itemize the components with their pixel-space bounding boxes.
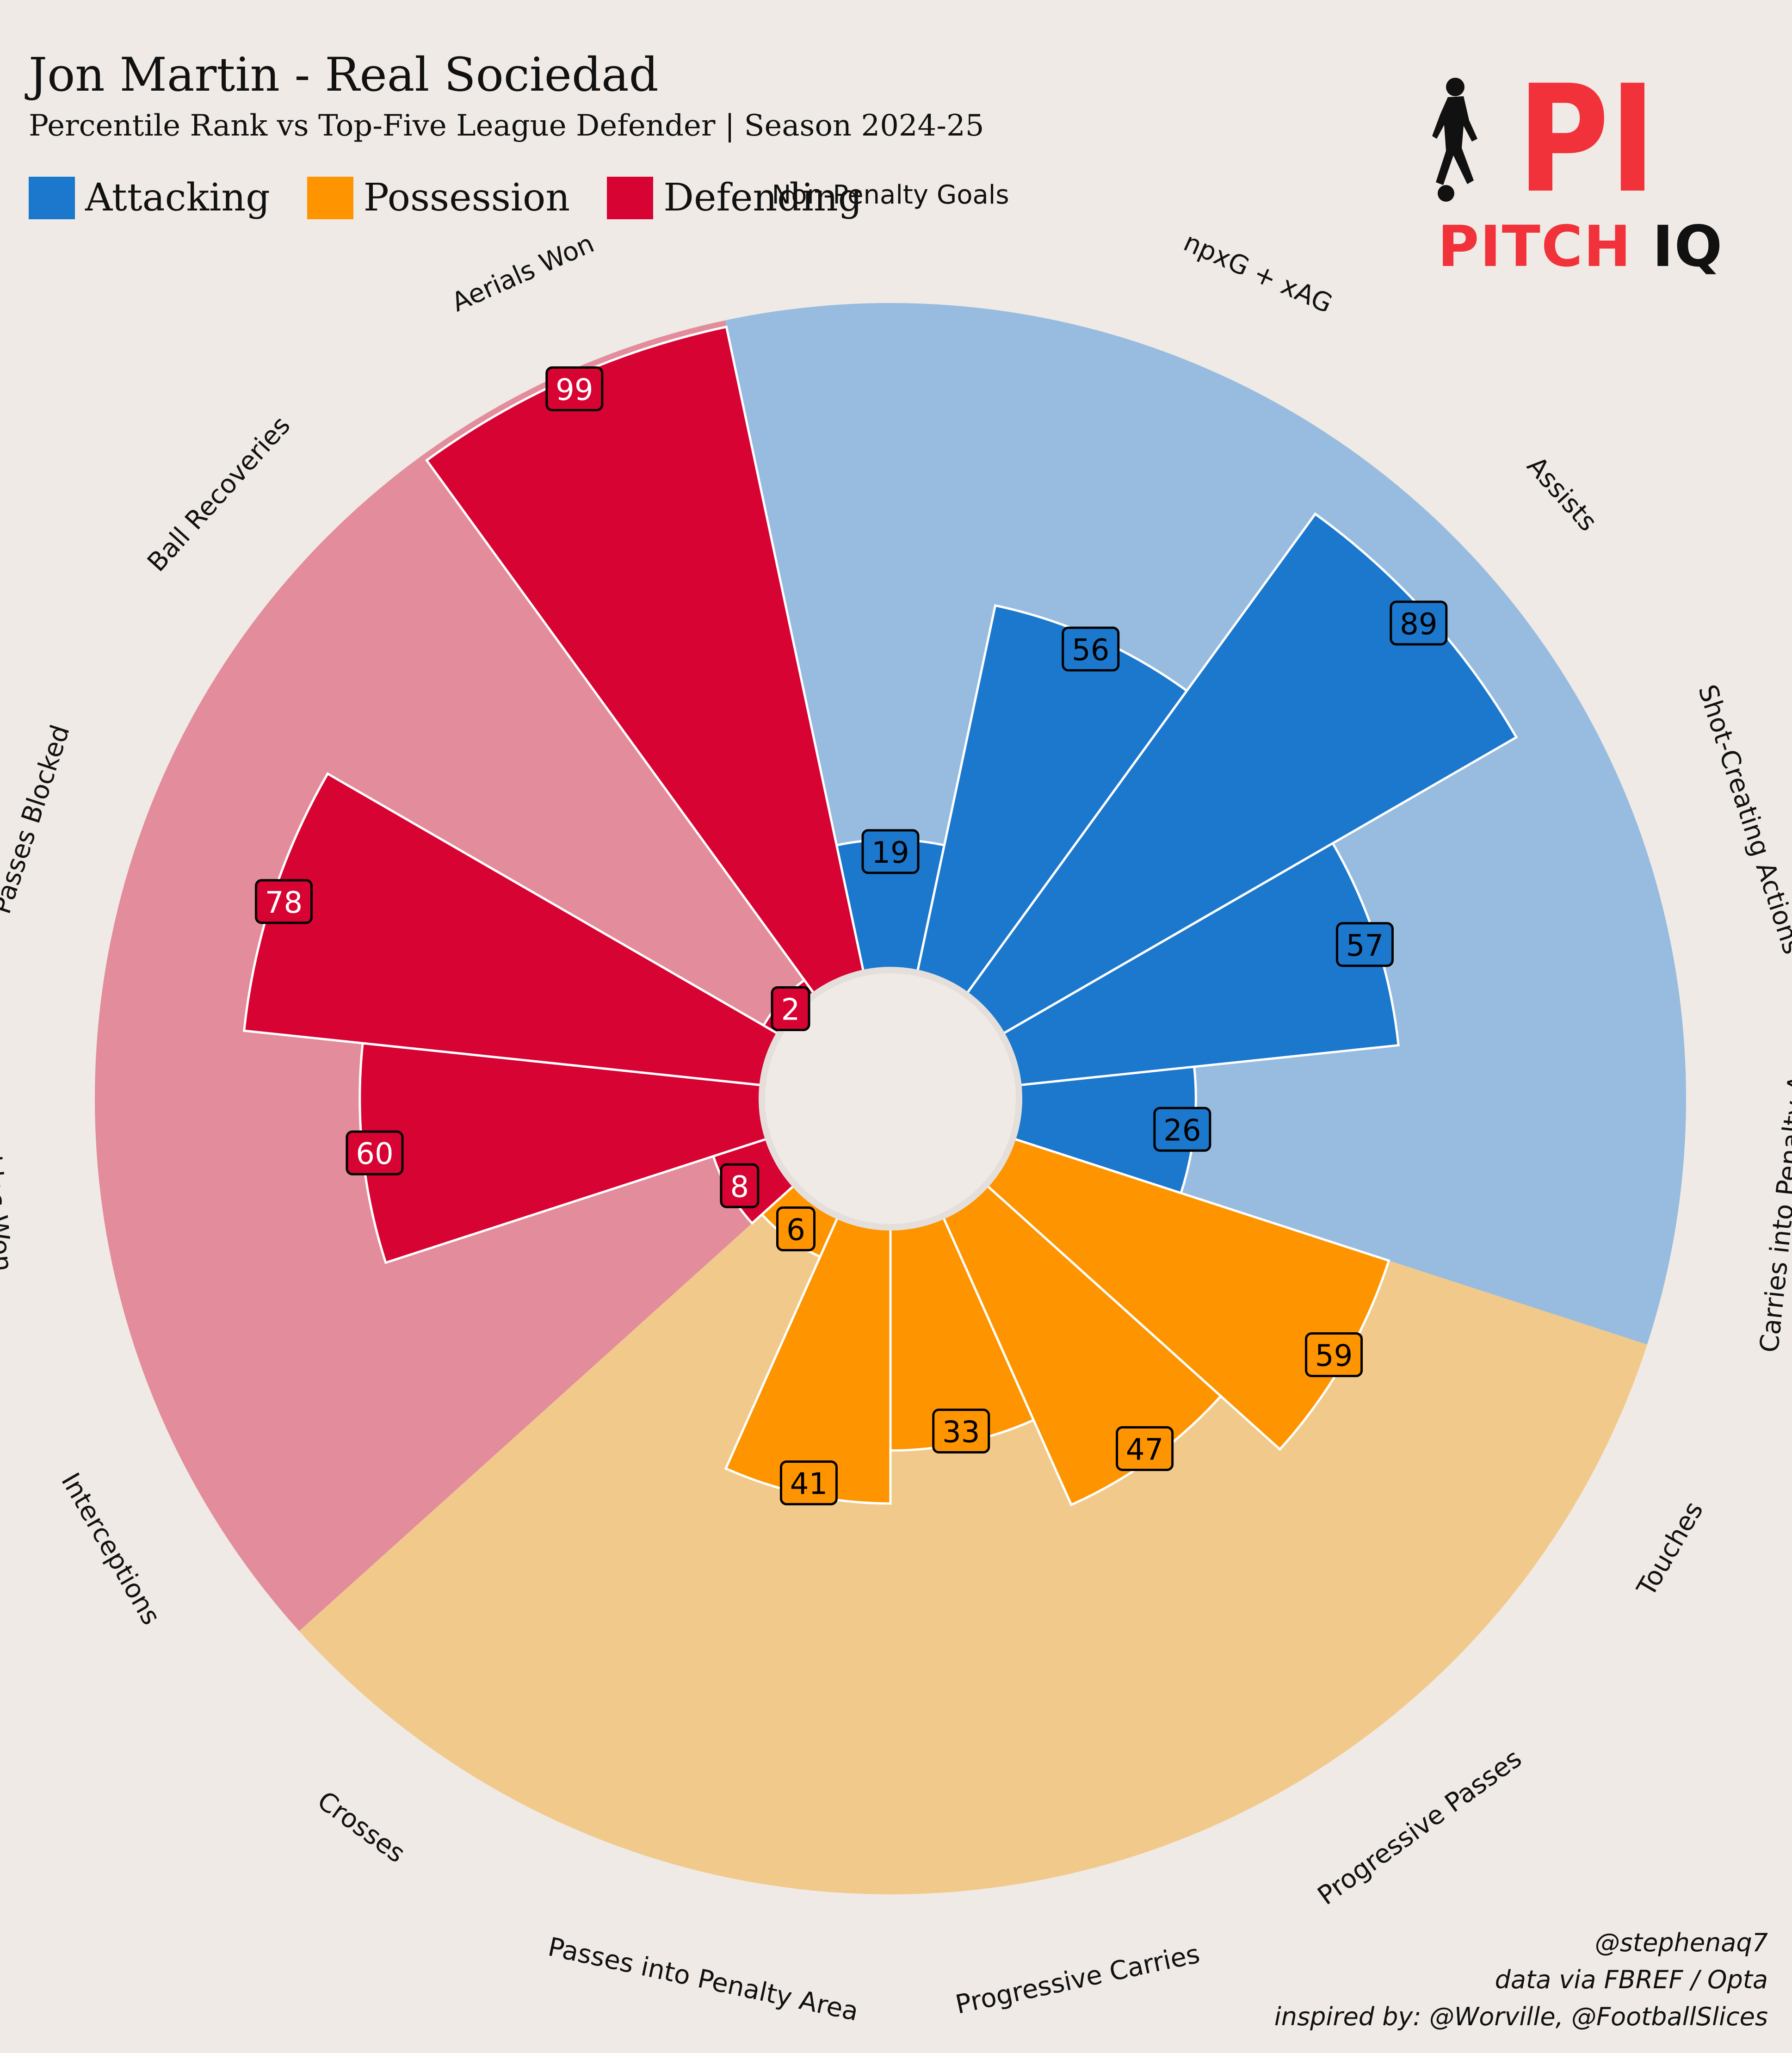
value-label-interceptions: 8 xyxy=(730,1170,749,1204)
value-label-ball-recoveries: 2 xyxy=(781,993,800,1027)
value-label-aerials-won: 99 xyxy=(556,373,593,408)
value-label-passes-blocked: 78 xyxy=(265,886,303,920)
legend-item-attacking: Attacking xyxy=(29,177,270,219)
value-badge-non-penalty-goals xyxy=(861,829,920,874)
value-badge-assists xyxy=(1390,600,1448,646)
value-label-passes-into-penalty-area: 41 xyxy=(790,1467,828,1502)
value-badge-shot-creating-actions xyxy=(1335,922,1394,967)
value-badge-interceptions xyxy=(720,1163,760,1208)
value-label-assists: 89 xyxy=(1400,607,1437,642)
legend-label-attacking: Attacking xyxy=(85,176,270,220)
metric-label-progressive-carries: Progressive Carries xyxy=(953,1939,1202,2020)
metric-label-ball-recoveries: Ball Recoveries xyxy=(142,410,296,577)
value-label-touches: 59 xyxy=(1315,1339,1353,1373)
value-badge-npxg-xag xyxy=(1062,626,1120,672)
logo-mark: PI xyxy=(1517,69,1656,226)
value-labels: 19 56 89 57 26 59 47 33 41 6 8 60 78 2 99 xyxy=(255,366,1448,1506)
page-subtitle: Percentile Rank vs Top-Five League Defen… xyxy=(29,109,984,143)
legend-label-possession: Possession xyxy=(363,176,570,220)
metric-label-passes-into-penalty-area: Passes into Penalty Area xyxy=(545,1932,861,2027)
metric-label-passes-blocked: Passes Blocked xyxy=(0,721,76,917)
legend-swatch-attacking xyxy=(29,177,75,219)
logo-text-iq: IQ xyxy=(1652,214,1724,279)
metric-label-crosses: Crosses xyxy=(312,1786,411,1869)
pitch-iq-logo: PI xyxy=(1432,69,1656,226)
metric-label-progressive-passes: Progressive Passes xyxy=(1312,1744,1527,1911)
credit-handle: @stephenaq7 xyxy=(1594,1928,1768,1957)
metric-label-tackles-won: Tackles Won xyxy=(0,1112,18,1273)
metric-label-touches: Touches xyxy=(1631,1496,1709,1602)
value-label-progressive-carries: 33 xyxy=(942,1416,980,1450)
center-hub xyxy=(759,967,1022,1231)
bar-layer xyxy=(242,325,1518,1507)
logo-text-pitch: PITCH xyxy=(1438,214,1632,279)
value-label-npxg-xag: 56 xyxy=(1072,633,1109,668)
legend-swatch-possession xyxy=(307,177,353,219)
value-badge-tackles-won xyxy=(346,1130,404,1175)
value-badge-passes-blocked xyxy=(255,879,313,924)
metric-label-aerials-won: Aerials Won xyxy=(447,229,599,318)
value-label-non-penalty-goals: 19 xyxy=(871,836,909,870)
metric-label-carries-into-penalty-area: Carries into Penalty Area xyxy=(1754,1032,1792,1354)
value-label-progressive-passes: 47 xyxy=(1126,1433,1163,1467)
metric-label-interceptions: Interceptions xyxy=(55,1468,166,1630)
value-label-shot-creating-actions: 57 xyxy=(1346,929,1384,963)
metric-label-shot-creating-actions: Shot-Creating Actions xyxy=(1692,681,1792,958)
legend: Attacking Possession Defending xyxy=(29,177,899,219)
value-label-tackles-won: 60 xyxy=(356,1137,393,1171)
value-label-carries-into-penalty-area: 26 xyxy=(1163,1113,1201,1148)
metric-label-assists: Assists xyxy=(1521,451,1603,538)
page-title: Jon Martin - Real Sociedad xyxy=(29,48,659,102)
value-badge-carries-into-penalty-area xyxy=(1153,1107,1211,1152)
footballer-icon xyxy=(1432,78,1477,202)
value-label-crosses: 6 xyxy=(786,1213,805,1247)
credit-source: data via FBREF / Opta xyxy=(1495,1965,1768,1994)
value-badge-progressive-carries xyxy=(932,1409,990,1454)
value-badge-ball-recoveries xyxy=(771,986,810,1032)
metric-label-npxg-xag: npxG + xAG xyxy=(1179,227,1337,319)
value-badge-touches xyxy=(1305,1332,1363,1377)
metric-label-non-penalty-goals: Non-Penalty Goals xyxy=(772,180,1009,210)
value-badge-passes-into-penalty-area xyxy=(779,1460,838,1506)
legend-swatch-defending xyxy=(607,177,654,219)
legend-label-defending: Defending xyxy=(663,176,863,220)
credit-inspired: inspired by: @Worville, @FootballSlices xyxy=(1274,2002,1768,2031)
legend-item-defending: Defending xyxy=(607,177,862,219)
logo-wordmark: PITCH IQ xyxy=(1438,218,1723,275)
value-badge-crosses xyxy=(776,1206,816,1251)
credits: @stephenaq7 data via FBREF / Opta inspir… xyxy=(1274,1924,1768,2035)
value-badge-progressive-passes xyxy=(1116,1426,1174,1471)
value-badge-aerials-won xyxy=(545,366,604,412)
legend-item-possession: Possession xyxy=(307,177,570,219)
